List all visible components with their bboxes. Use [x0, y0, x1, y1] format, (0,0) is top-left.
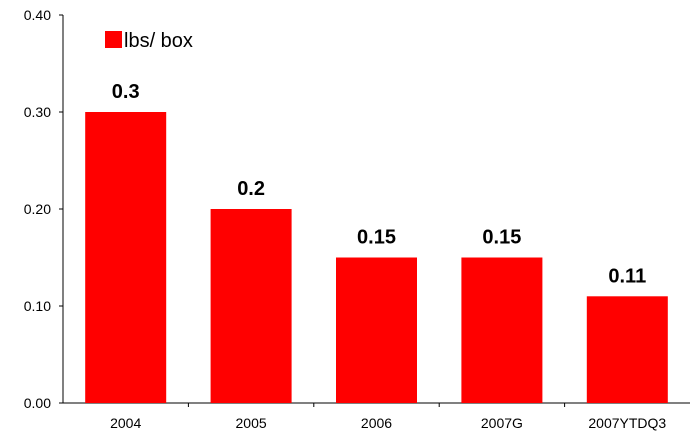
legend-swatch — [105, 31, 122, 48]
bar — [85, 112, 167, 403]
data-label: 0.15 — [482, 227, 521, 249]
x-tick-label: 2004 — [110, 415, 141, 431]
legend-label: lbs/ box — [124, 30, 193, 52]
bars — [85, 112, 668, 403]
y-tick-label: 0.40 — [24, 7, 51, 23]
bar — [461, 257, 543, 403]
x-tick-label: 2007YTDQ3 — [588, 415, 666, 431]
x-tick-label: 2007G — [481, 415, 523, 431]
legend: lbs/ box — [105, 30, 193, 52]
data-label: 0.2 — [237, 178, 265, 200]
data-label: 0.15 — [357, 227, 396, 249]
data-label: 0.11 — [608, 265, 646, 287]
bar — [336, 257, 417, 403]
y-tick-label: 0.10 — [24, 298, 51, 314]
bar — [210, 209, 292, 403]
x-tick-label: 2006 — [361, 415, 392, 431]
axes: 0.00 0.10 0.20 0.30 0.40 2004 2005 2006 2007G 200… — [24, 7, 690, 431]
data-label: 0.3 — [112, 81, 140, 103]
data-labels: 0.3 0.2 0.15 0.15 0.11 — [112, 81, 646, 287]
y-tick-label: 0.00 — [24, 395, 51, 411]
bar — [586, 296, 668, 403]
y-tick-label: 0.20 — [24, 201, 51, 217]
x-tick-label: 2005 — [236, 415, 267, 431]
y-tick-label: 0.30 — [24, 104, 51, 120]
